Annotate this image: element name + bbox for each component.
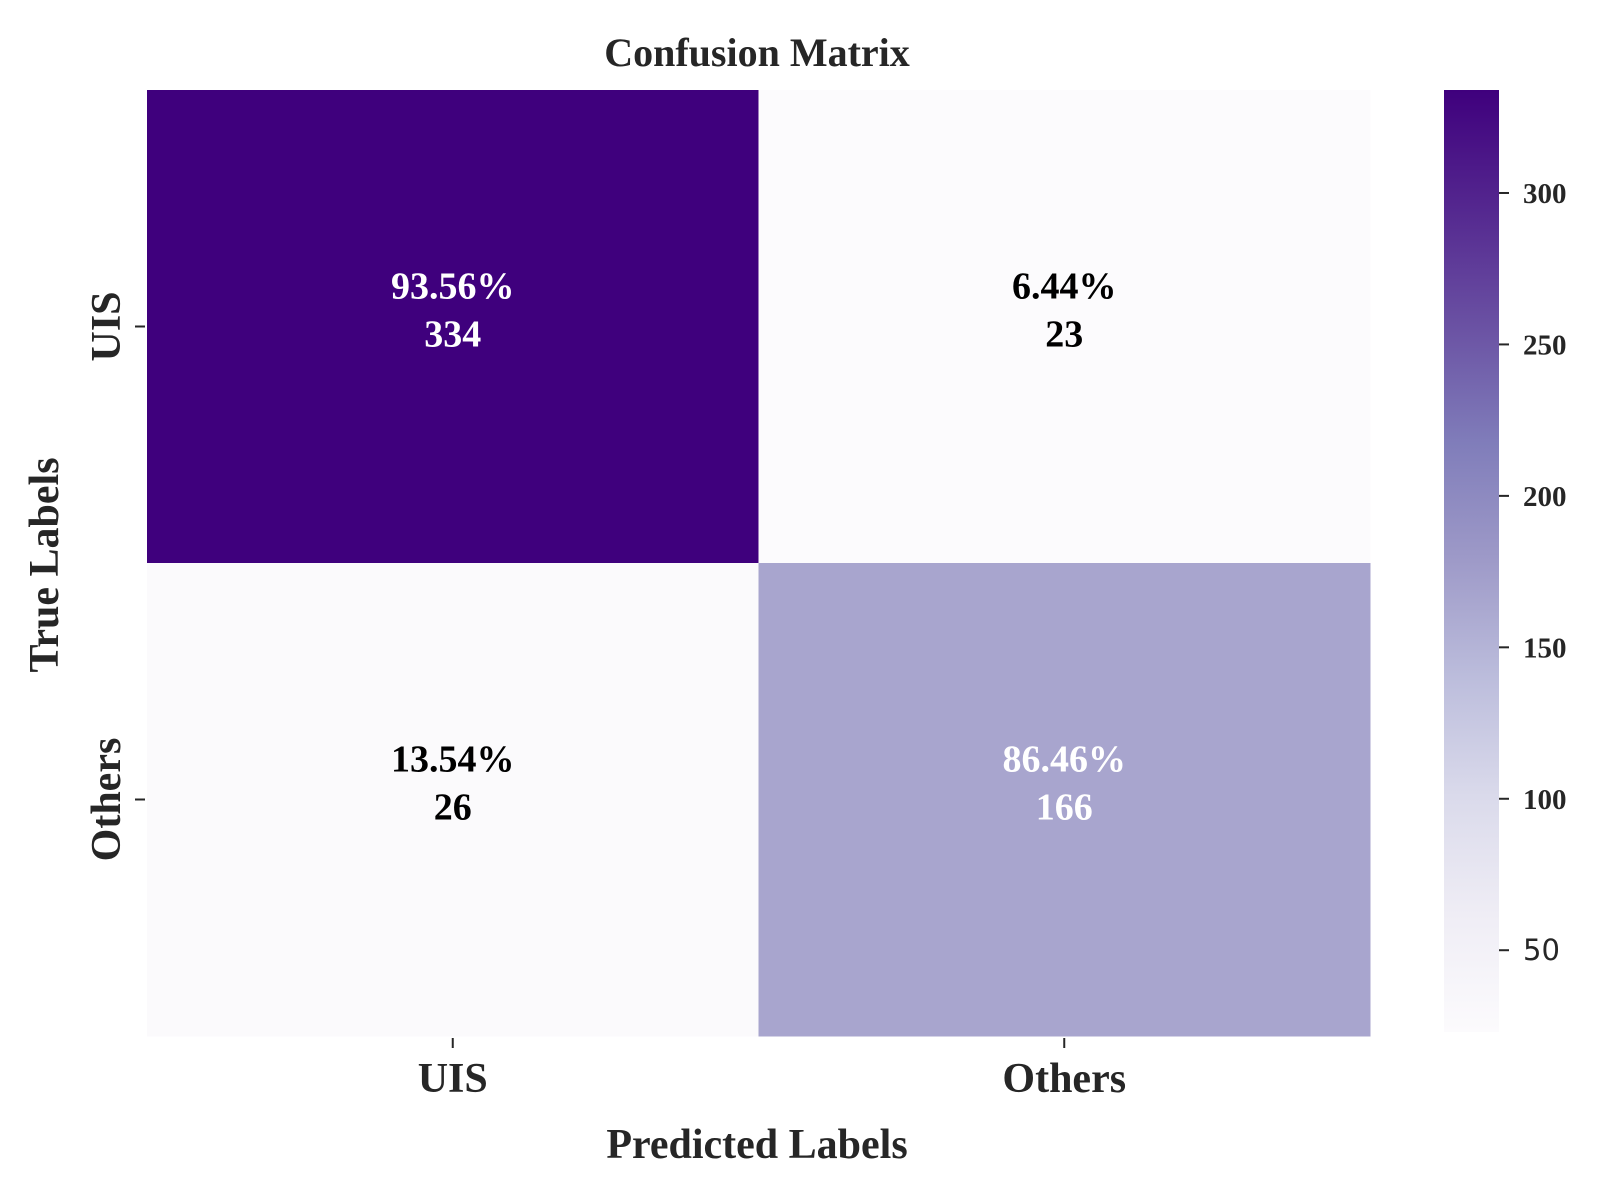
colorbar-tick-label: 300 [1523, 178, 1567, 210]
cell-percent-label: 6.44% [1012, 266, 1117, 308]
colorbar-tick-label: 200 [1523, 481, 1567, 513]
x-axis-label: Predicted Labels [606, 1122, 907, 1168]
heatmap-cells [147, 90, 1371, 1037]
heatmap-cell-uis-others [758, 90, 1371, 564]
cell-count-label: 166 [1036, 787, 1093, 829]
y-axis-label: True Labels [22, 457, 68, 672]
cell-count-label: 334 [424, 314, 481, 356]
colorbar-tick-label: 250 [1523, 329, 1567, 361]
chart-title: Confusion Matrix [604, 30, 910, 75]
cell-count-label: 23 [1045, 314, 1083, 356]
cell-count-label: 26 [434, 787, 472, 829]
heatmap-cell-others-others [758, 563, 1371, 1037]
y-tick-label: Others [84, 738, 130, 862]
colorbar-tick-label: 150 [1523, 632, 1567, 664]
colorbar-ticks: 50 100 150 200 250 300 [1499, 178, 1567, 967]
cell-percent-label: 86.46% [1003, 739, 1127, 781]
heatmap-axes: UIS Others UIS Others [84, 291, 1126, 1102]
colorbar-tick-label: 100 [1523, 784, 1567, 816]
cell-percent-label: 93.56% [391, 266, 515, 308]
cell-percent-label: 13.54% [391, 739, 515, 781]
colorbar: 50 100 150 200 250 300 [1444, 90, 1567, 1032]
y-tick-label: UIS [84, 291, 130, 361]
x-tick-label: UIS [418, 1056, 488, 1102]
colorbar-tick-label: 50 [1523, 933, 1560, 967]
heatmap-cell-labels: 93.56% 334 6.44% 23 13.54% 26 86.46% 166 [391, 266, 1126, 829]
heatmap-cell-others-uis [147, 563, 759, 1037]
colorbar-gradient [1444, 90, 1499, 1032]
x-tick-label: Others [1002, 1056, 1126, 1102]
heatmap-cell-uis-uis [147, 90, 759, 564]
